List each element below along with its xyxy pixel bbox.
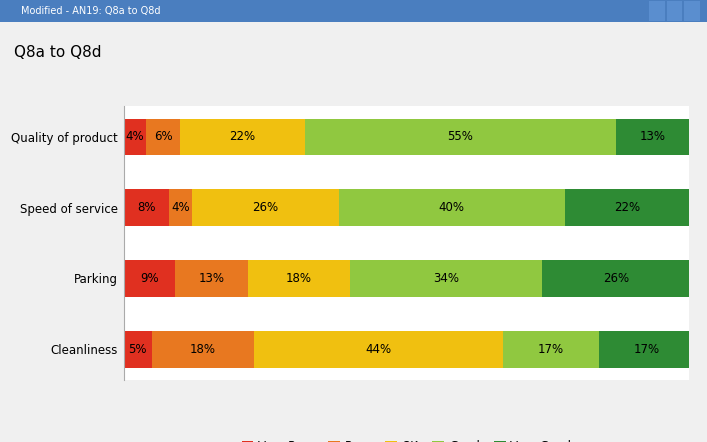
Text: 22%: 22% <box>614 201 640 214</box>
Text: 18%: 18% <box>190 343 216 356</box>
Bar <box>667 1 682 21</box>
Bar <box>146 118 180 155</box>
Bar <box>565 189 689 226</box>
Bar <box>305 118 616 155</box>
Bar <box>254 331 503 368</box>
Bar <box>124 118 146 155</box>
Bar <box>503 331 599 368</box>
Bar <box>248 260 350 297</box>
Text: 9%: 9% <box>140 272 158 285</box>
Text: 34%: 34% <box>433 272 459 285</box>
Legend: Very Poor, Poor, OK, Good, Very Good: Very Poor, Poor, OK, Good, Very Good <box>237 435 576 442</box>
Text: 17%: 17% <box>538 343 563 356</box>
Text: Q8a to Q8d: Q8a to Q8d <box>14 45 102 60</box>
Text: 13%: 13% <box>640 130 665 144</box>
Text: 22%: 22% <box>230 130 255 144</box>
Bar <box>124 331 152 368</box>
Bar <box>124 189 169 226</box>
Text: 18%: 18% <box>286 272 312 285</box>
Text: 4%: 4% <box>171 201 189 214</box>
Text: 5%: 5% <box>129 343 147 356</box>
Bar <box>350 260 542 297</box>
Text: 44%: 44% <box>366 343 391 356</box>
Text: 26%: 26% <box>603 272 629 285</box>
Bar <box>180 118 305 155</box>
Text: 13%: 13% <box>199 272 224 285</box>
Bar <box>192 189 339 226</box>
Bar <box>0 0 707 22</box>
Text: 4%: 4% <box>126 130 144 144</box>
Bar <box>649 1 665 21</box>
Bar <box>124 260 175 297</box>
Text: 6%: 6% <box>154 130 173 144</box>
Text: 55%: 55% <box>448 130 473 144</box>
Text: 8%: 8% <box>137 201 156 214</box>
Bar <box>169 189 192 226</box>
Text: 40%: 40% <box>439 201 464 214</box>
Text: 17%: 17% <box>634 343 660 356</box>
Bar <box>616 118 689 155</box>
Bar <box>175 260 248 297</box>
Text: 26%: 26% <box>252 201 278 214</box>
Text: Modified - AN19: Q8a to Q8d: Modified - AN19: Q8a to Q8d <box>21 6 160 16</box>
Bar <box>542 260 689 297</box>
Bar <box>339 189 565 226</box>
Bar <box>684 1 700 21</box>
Bar <box>152 331 254 368</box>
Bar <box>599 331 695 368</box>
